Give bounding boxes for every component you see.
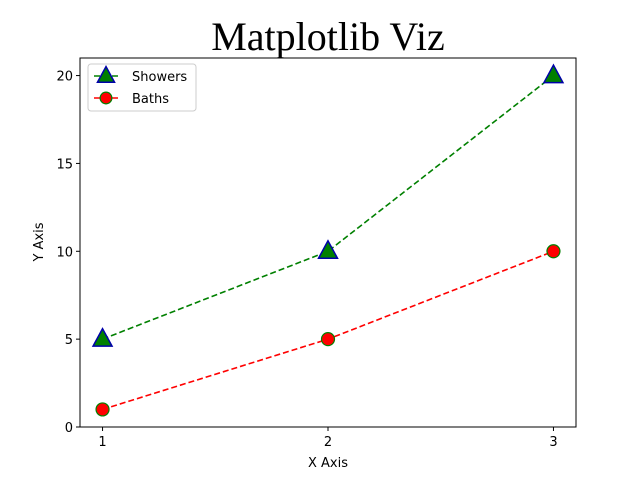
y-axis-label: Y Axis [32, 222, 47, 262]
series-baths [95, 244, 561, 417]
y-tick-label: 20 [56, 70, 73, 85]
legend-label-showers: Showers [132, 70, 187, 85]
x-axis: 1 2 3 [98, 427, 558, 450]
chart-title: Matplotlib Viz [211, 14, 445, 59]
legend-marker-showers [96, 64, 116, 84]
x-axis-label: X Axis [308, 456, 348, 471]
y-tick-label: 5 [65, 333, 73, 348]
series-showers [91, 63, 565, 347]
legend-marker-baths [99, 91, 113, 105]
series-line-showers [102, 74, 554, 340]
series-layer [91, 63, 565, 417]
legend-label-baths: Baths [132, 92, 169, 107]
legend-item-showers: Showers [94, 64, 187, 85]
legend-item-baths: Baths [94, 91, 169, 107]
x-tick-label: 2 [324, 435, 332, 450]
data-point-showers [91, 327, 114, 347]
legend: Showers Baths [87, 63, 197, 112]
x-tick-label: 3 [549, 435, 557, 450]
y-tick-label: 10 [56, 245, 73, 260]
y-tick-label: 15 [56, 157, 73, 172]
data-point-baths [320, 332, 336, 347]
x-tick-label: 1 [98, 435, 106, 450]
data-point-showers [542, 63, 565, 84]
y-tick-label: 0 [65, 421, 73, 436]
y-axis: 0 5 10 15 20 [56, 70, 80, 436]
data-point-baths [546, 244, 561, 259]
data-point-showers [317, 239, 339, 260]
data-point-baths [95, 402, 110, 417]
